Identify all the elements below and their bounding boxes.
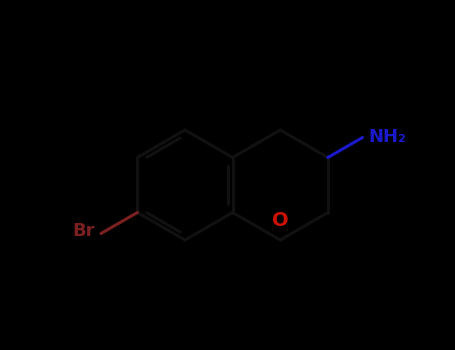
Text: O: O [272, 211, 288, 230]
Text: NH₂: NH₂ [369, 128, 406, 147]
Text: Br: Br [72, 223, 95, 240]
